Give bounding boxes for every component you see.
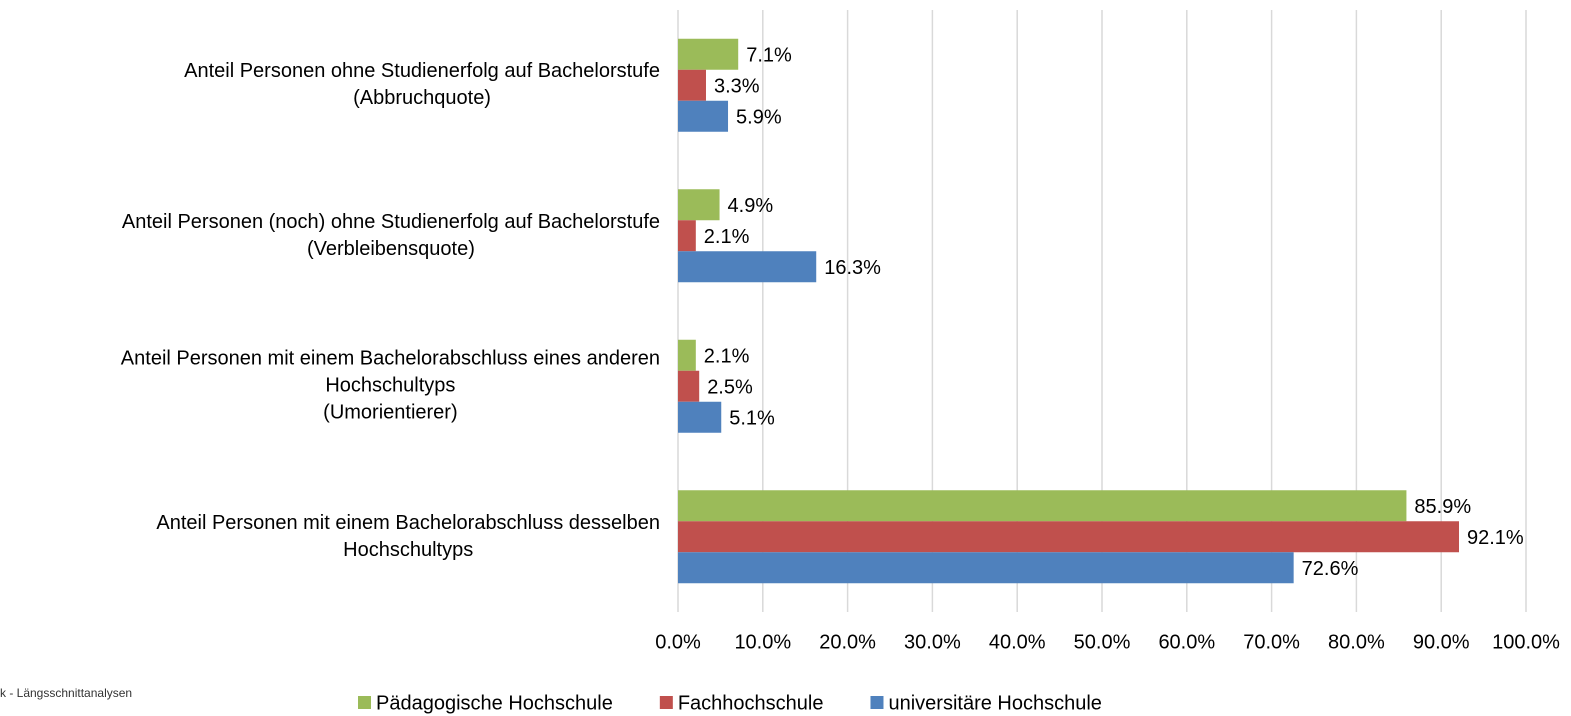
x-tick-label: 70.0% (1243, 631, 1300, 653)
category-line: Anteil Personen mit einem Bachelorabschl… (156, 511, 660, 534)
x-tick-label: 30.0% (904, 631, 961, 653)
value-label: 2.1% (704, 226, 750, 248)
bar (678, 189, 720, 221)
legend-label: Pädagogische Hochschule (376, 692, 613, 714)
bar (678, 69, 706, 101)
category-line: Anteil Personen (noch) ohne Studienerfol… (121, 210, 660, 233)
bar (678, 251, 817, 283)
category-line: Hochschultyps (325, 374, 456, 397)
bar (678, 552, 1294, 584)
x-tick-label: 20.0% (819, 631, 876, 653)
value-label: 2.1% (704, 346, 750, 368)
value-label: 16.3% (824, 257, 881, 279)
category-line: (Verbleibensquote) (306, 237, 475, 260)
category-line: Hochschultyps (343, 538, 474, 561)
value-label: 2.5% (707, 377, 753, 399)
category-line: Anteil Personen mit einem Bachelorabschl… (120, 347, 660, 370)
x-tick-label: 80.0% (1328, 631, 1385, 653)
value-label: 85.9% (1414, 496, 1471, 518)
value-label: 72.6% (1302, 558, 1359, 580)
bar (678, 220, 696, 252)
x-tick-label: 50.0% (1074, 631, 1131, 653)
legend-swatch (659, 696, 673, 709)
x-tick-label: 10.0% (734, 631, 791, 653)
legend-label: Fachhochschule (678, 692, 824, 714)
bar (678, 490, 1407, 522)
value-label: 5.9% (736, 107, 782, 129)
category-label: Anteil Personen ohne Studienerfolg auf B… (184, 58, 660, 112)
legend-swatch (358, 696, 371, 709)
category-line: (Abbruchquote) (353, 87, 491, 110)
value-label: 7.1% (746, 45, 792, 67)
value-label: 3.3% (714, 76, 760, 98)
x-tick-label: 40.0% (989, 631, 1046, 653)
x-tick-label: 0.0% (655, 631, 701, 653)
category-line: Anteil Personen ohne Studienerfolg auf B… (184, 60, 660, 83)
category-label: Anteil Personen mit einem Bachelorabschl… (156, 510, 660, 564)
legend-swatch (870, 696, 884, 709)
bar (678, 370, 700, 402)
x-tick-label: 90.0% (1413, 631, 1470, 653)
bar (678, 100, 729, 132)
bar (678, 401, 722, 433)
bar (678, 521, 1460, 553)
value-label: 4.9% (728, 195, 774, 217)
x-tick-label: 60.0% (1158, 631, 1215, 653)
bar (678, 38, 739, 70)
category-label: Anteil Personen mit einem Bachelorabschl… (121, 346, 660, 427)
x-tick-label: 100.0% (1492, 631, 1560, 653)
bar (678, 339, 696, 371)
category-line: (Umorientierer) (323, 401, 458, 424)
legend-label: universitäre Hochschule (888, 692, 1101, 714)
value-label: 5.1% (729, 408, 775, 430)
value-label: 92.1% (1467, 527, 1524, 549)
category-label: Anteil Personen (noch) ohne Studienerfol… (122, 209, 660, 263)
source-note: k - Längsschnittanalysen (0, 686, 133, 700)
